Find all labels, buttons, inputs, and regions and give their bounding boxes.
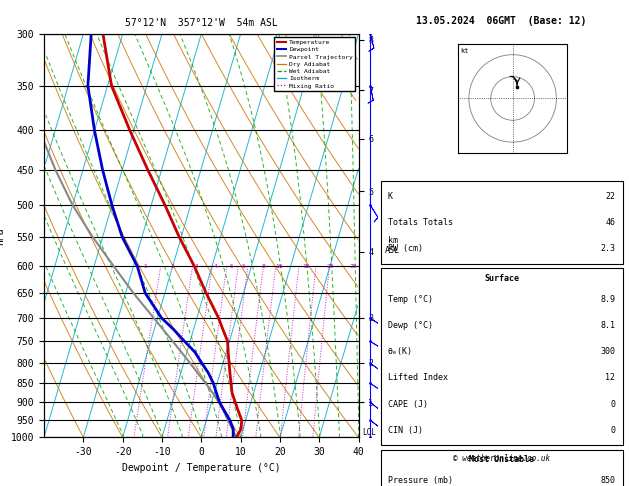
Text: 8.1: 8.1 [601, 321, 615, 330]
Text: © weatheronline.co.uk: © weatheronline.co.uk [453, 453, 550, 463]
Bar [381, 181, 623, 264]
Y-axis label: km
ASL: km ASL [385, 236, 400, 255]
Text: 0: 0 [611, 399, 615, 409]
Text: 300: 300 [601, 347, 615, 356]
X-axis label: Dewpoint / Temperature (°C): Dewpoint / Temperature (°C) [122, 463, 281, 473]
Text: CAPE (J): CAPE (J) [388, 399, 428, 409]
Text: PW (cm): PW (cm) [388, 244, 423, 253]
Text: 0: 0 [611, 426, 615, 435]
Text: 25: 25 [350, 264, 357, 269]
Text: Pressure (mb): Pressure (mb) [388, 476, 453, 485]
Text: 2.3: 2.3 [601, 244, 615, 253]
Title: 57°12'N  357°12'W  54m ASL: 57°12'N 357°12'W 54m ASL [125, 17, 277, 28]
Text: 20: 20 [326, 264, 334, 269]
Text: Totals Totals: Totals Totals [388, 218, 453, 227]
Text: Temp (°C): Temp (°C) [388, 295, 433, 304]
Text: 3: 3 [194, 264, 198, 269]
Text: Lifted Index: Lifted Index [388, 373, 448, 382]
Text: 5: 5 [230, 264, 233, 269]
Legend: Temperature, Dewpoint, Parcel Trajectory, Dry Adiabat, Wet Adiabat, Isotherm, Mi: Temperature, Dewpoint, Parcel Trajectory… [274, 37, 355, 91]
Text: θₑ(K): θₑ(K) [388, 347, 413, 356]
Text: 13.05.2024  06GMT  (Base: 12): 13.05.2024 06GMT (Base: 12) [416, 16, 587, 26]
Text: 12: 12 [606, 373, 615, 382]
Text: 850: 850 [601, 476, 615, 485]
Text: kt: kt [460, 48, 469, 54]
Text: K: K [388, 192, 392, 201]
Text: LCL: LCL [363, 428, 377, 437]
Text: 2: 2 [171, 264, 175, 269]
Text: CIN (J): CIN (J) [388, 426, 423, 435]
Text: 8.9: 8.9 [601, 295, 615, 304]
Text: Surface: Surface [484, 274, 519, 282]
Y-axis label: hPa: hPa [0, 227, 5, 244]
Text: 1: 1 [143, 264, 147, 269]
Text: 22: 22 [606, 192, 615, 201]
Text: 46: 46 [606, 218, 615, 227]
Text: 8: 8 [261, 264, 265, 269]
Text: 10: 10 [275, 264, 282, 269]
Text: 6: 6 [242, 264, 245, 269]
Text: 4: 4 [214, 264, 218, 269]
Text: 15: 15 [303, 264, 310, 269]
Text: Most Unstable: Most Unstable [469, 455, 534, 464]
Bar [381, 268, 623, 446]
Text: Dewp (°C): Dewp (°C) [388, 321, 433, 330]
Bar [381, 450, 623, 486]
